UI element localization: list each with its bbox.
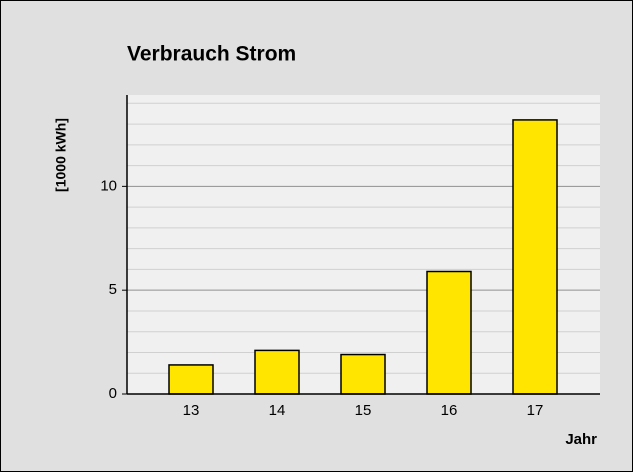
y-tick-label: 10 bbox=[100, 177, 117, 194]
y-tick-label: 5 bbox=[109, 281, 117, 298]
x-tick-label: 15 bbox=[355, 402, 372, 419]
chart-title: Verbrauch Strom bbox=[127, 43, 296, 66]
bar bbox=[512, 119, 558, 395]
x-tick-label: 14 bbox=[269, 402, 286, 419]
y-axis-label: [1000 kWh] bbox=[53, 118, 69, 192]
bar bbox=[254, 349, 300, 395]
x-tick-label: 16 bbox=[441, 402, 458, 419]
bar bbox=[340, 353, 386, 395]
x-tick-label: 17 bbox=[527, 402, 544, 419]
x-axis-label: Jahr bbox=[565, 431, 597, 448]
x-tick-label: 13 bbox=[183, 402, 200, 419]
bar bbox=[168, 364, 214, 395]
bar bbox=[426, 270, 472, 395]
y-tick-label: 0 bbox=[109, 385, 117, 402]
